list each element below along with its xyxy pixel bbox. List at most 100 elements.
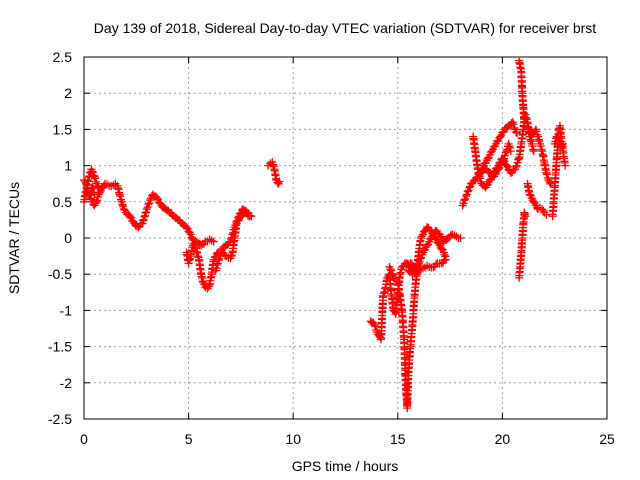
data-point <box>521 212 530 221</box>
y-tick-label: -1 <box>60 302 73 318</box>
data-point <box>558 141 567 150</box>
x-tick-label: 0 <box>80 431 88 447</box>
data-point <box>392 276 401 285</box>
data-point <box>268 160 277 169</box>
data-point <box>439 258 448 267</box>
y-tick-label: -2 <box>60 375 73 391</box>
data-point <box>460 196 469 205</box>
data-point <box>546 179 555 188</box>
data-point <box>118 200 127 209</box>
data-point <box>559 139 568 148</box>
x-tick-label: 15 <box>390 431 406 447</box>
data-point <box>529 145 538 154</box>
data-point <box>247 212 256 221</box>
data-point <box>213 260 222 269</box>
data-point <box>505 142 514 151</box>
data-point <box>387 269 396 278</box>
data-point <box>537 145 546 154</box>
data-point <box>476 174 485 183</box>
data-point <box>561 161 570 170</box>
data-point <box>89 184 98 193</box>
y-tick-label: 2.5 <box>53 49 73 65</box>
data-point <box>431 234 440 242</box>
data-point <box>531 125 540 134</box>
data-point <box>91 174 100 183</box>
data-point <box>115 190 124 199</box>
data-point <box>233 213 242 222</box>
data-point <box>370 320 379 329</box>
data-point <box>528 142 537 151</box>
data-point <box>395 270 404 279</box>
data-point <box>461 192 470 201</box>
data-point <box>144 200 153 209</box>
data-point <box>90 172 99 181</box>
data-point <box>423 261 432 270</box>
y-tick-label: -2.5 <box>48 411 72 427</box>
y-tick-label: 1.5 <box>53 121 73 137</box>
y-tick-label: 0 <box>64 230 72 246</box>
data-point <box>416 262 425 271</box>
data-point <box>513 129 522 138</box>
data-point <box>142 205 151 214</box>
x-tick-label: 5 <box>185 431 193 447</box>
data-point <box>182 223 191 232</box>
data-point <box>386 265 395 274</box>
y-tick-label: -0.5 <box>48 266 72 282</box>
data-point <box>465 183 474 192</box>
data-point <box>387 266 396 275</box>
data-point <box>511 162 520 171</box>
data-point <box>91 177 100 186</box>
data-point <box>509 120 518 129</box>
data-point <box>538 205 547 214</box>
data-point <box>510 123 519 132</box>
data-point <box>536 142 545 151</box>
data-point <box>146 196 155 205</box>
y-tick-label: 1 <box>64 158 72 174</box>
data-point <box>487 147 496 156</box>
x-tick-label: 10 <box>285 431 301 447</box>
data-point <box>499 155 508 164</box>
data-point <box>90 190 99 199</box>
data-point <box>532 127 541 136</box>
data-point <box>153 194 162 203</box>
data-point <box>228 230 237 239</box>
data-point <box>511 128 520 137</box>
grid-layer <box>84 57 607 419</box>
data-point <box>456 234 465 242</box>
y-tick-label: -1.5 <box>48 339 72 355</box>
data-point <box>209 237 218 246</box>
data-point <box>126 212 135 221</box>
data-point <box>496 132 505 141</box>
data-point <box>116 195 125 204</box>
data-point <box>227 252 236 261</box>
data-point <box>92 197 101 206</box>
data-point <box>543 170 552 179</box>
y-tick-label: 0.5 <box>53 194 73 210</box>
chart-title: Day 139 of 2018, Sidereal Day-to-day VTE… <box>94 20 596 36</box>
data-point <box>379 289 388 298</box>
data-point <box>534 135 543 144</box>
data-point <box>88 167 97 176</box>
data-point <box>93 182 102 191</box>
data-point <box>199 278 208 287</box>
data-point <box>275 177 284 186</box>
x-axis-label: GPS time / hours <box>292 458 399 474</box>
data-point <box>533 130 542 139</box>
y-tick-label: 2 <box>64 85 72 101</box>
data-point <box>542 168 551 177</box>
x-tick-label: 25 <box>599 431 615 447</box>
data-point <box>506 147 515 156</box>
y-axis-label: SDTVAR / TECUs <box>6 182 22 294</box>
data-point <box>434 239 443 248</box>
data-point <box>116 192 125 201</box>
data-point <box>88 183 97 192</box>
data-point <box>227 234 236 243</box>
tick-layer: 0 5 10 15 20 25 -2.5 -2 -1.5 -1 -0.5 0 0.5 1 1.5 2 2.5 <box>48 49 615 447</box>
x-tick-label: 20 <box>495 431 511 447</box>
data-layer <box>80 56 570 413</box>
data-point <box>185 228 194 237</box>
data-point <box>232 217 241 226</box>
data-point <box>214 256 223 265</box>
data-point <box>463 187 472 196</box>
